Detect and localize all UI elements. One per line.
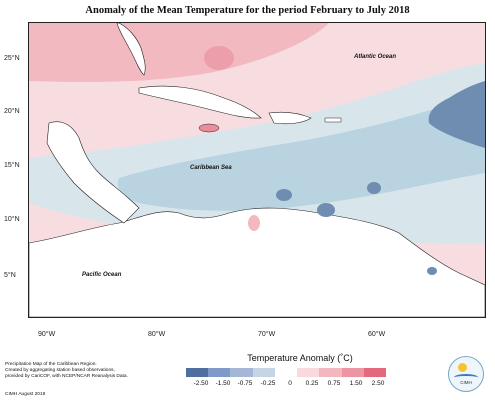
- land-cuba: [138, 85, 262, 119]
- legend-swatch-2: [230, 368, 253, 377]
- strong-negative-atlantic: [428, 81, 485, 148]
- negative-spot-barbados: [367, 182, 381, 194]
- lat-label-15: 15°N: [4, 162, 20, 169]
- land-puerto-rico: [324, 117, 342, 123]
- cimh-logo: CIMH: [448, 356, 484, 392]
- logo-text: CIMH: [460, 380, 472, 385]
- legend-title: Temperature Anomaly (˚C): [247, 353, 353, 363]
- legend-tick-6: 0.75: [327, 380, 341, 387]
- lat-label-10: 10°N: [4, 216, 20, 223]
- legend-tick-1: -1.50: [215, 380, 231, 387]
- legend-tick-5: 0.25: [305, 380, 319, 387]
- land-jamaica: [198, 123, 220, 133]
- lat-label-25: 25°N: [4, 55, 20, 62]
- lat-label-20: 20°N: [4, 108, 20, 115]
- negative-anomaly-caribbean: [117, 93, 485, 211]
- positive-spot-venezuela: [248, 215, 260, 231]
- legend-tick-0: -2.50: [193, 380, 209, 387]
- footnote-line-4: CIMH August 2018: [5, 392, 46, 397]
- land-south: [29, 207, 485, 317]
- negative-spot-trinidad: [317, 203, 335, 217]
- footnote-line-3: provided by CariCOF, with NCEP/NCAR Rean…: [5, 374, 128, 379]
- legend-swatch-5: [297, 368, 320, 377]
- negative-spot-guyana: [427, 267, 437, 275]
- lon-label-90: 90°W: [38, 331, 56, 338]
- footnote-line-2: Created by aggregating station based obs…: [5, 368, 115, 373]
- legend-swatch-3: [252, 368, 275, 377]
- caribbean-sea-label: Caribbean Sea: [190, 165, 232, 171]
- legend-tick-2: -0.75: [237, 380, 253, 387]
- wave-icon: [454, 374, 478, 381]
- lon-label-60: 60°W: [368, 331, 386, 338]
- anomaly-map: [28, 22, 486, 318]
- sun-icon: [458, 363, 467, 372]
- lat-label-5: 5°N: [4, 272, 16, 279]
- legend-swatch-8: [363, 368, 386, 377]
- legend-swatch-0: [186, 368, 209, 377]
- map-title: Anomaly of the Mean Temperature for the …: [85, 5, 410, 16]
- negative-spot-aruba: [276, 189, 292, 201]
- legend-tick-4: 0: [288, 380, 292, 387]
- lon-label-80: 80°W: [148, 331, 166, 338]
- positive-anomaly-bahamas: [204, 46, 234, 70]
- legend-tick-8: 2.50: [371, 380, 385, 387]
- land-hispaniola: [268, 111, 312, 125]
- legend-tick-3: -0.25: [260, 380, 276, 387]
- legend-swatch-1: [208, 368, 231, 377]
- atlantic-ocean-label: Atlantic Ocean: [354, 54, 397, 60]
- footnote-line-1: Precipitation Map of the Caribbean Regio…: [5, 362, 97, 367]
- legend-swatch-4: [274, 368, 298, 377]
- lon-label-70: 70°W: [258, 331, 276, 338]
- land-florida: [116, 23, 146, 76]
- land-central-america: [46, 121, 140, 224]
- legend-tick-7: 1.50: [349, 380, 363, 387]
- legend-swatch-6: [319, 368, 342, 377]
- legend-swatch-7: [341, 368, 364, 377]
- positive-anomaly-gulf: [29, 23, 329, 83]
- legend-colorbar: [186, 368, 386, 377]
- pacific-ocean-label: Pacific Ocean: [82, 272, 122, 278]
